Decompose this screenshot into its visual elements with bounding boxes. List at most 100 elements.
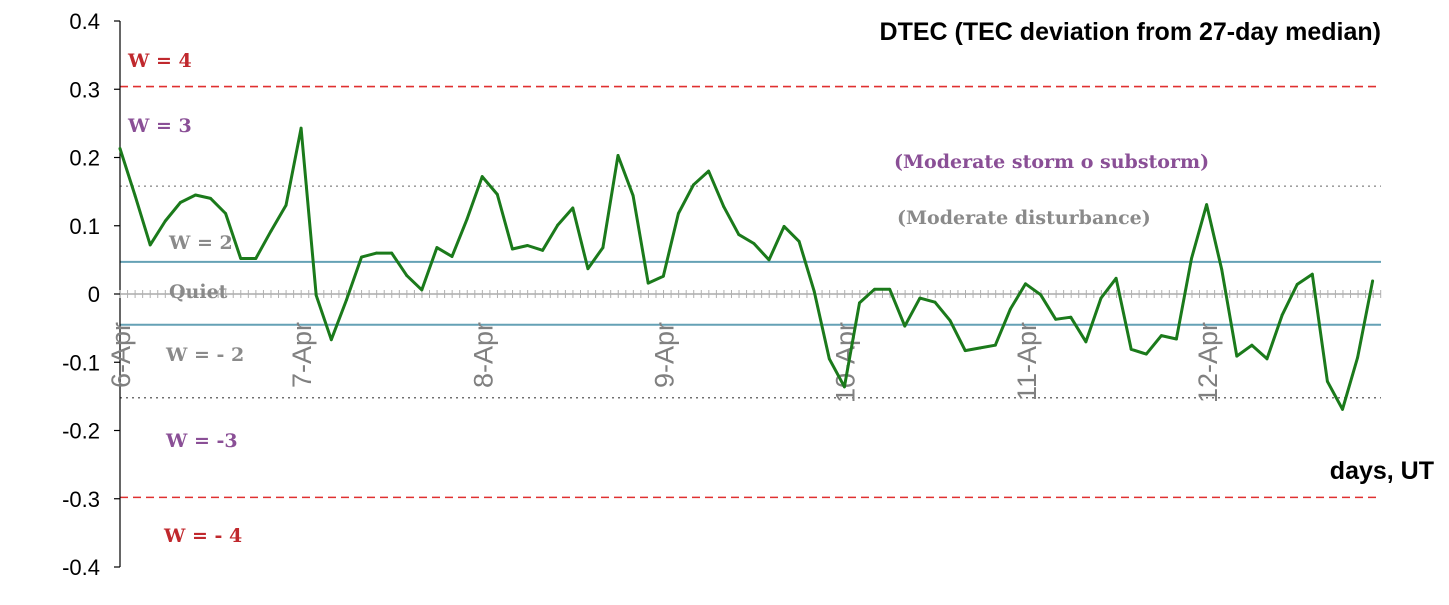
data-point xyxy=(1341,407,1344,411)
y-tick-label: 0.3 xyxy=(69,77,100,102)
series-line-dtec xyxy=(118,126,1375,411)
data-point xyxy=(178,201,182,204)
y-tick-label: 0.4 xyxy=(69,9,100,34)
data-point xyxy=(224,212,228,215)
x-tick-label: 7-Apr xyxy=(287,322,317,388)
annotation-w-minus-3: W = -3 xyxy=(165,430,238,452)
y-tick-label: -0.4 xyxy=(62,555,100,580)
data-point xyxy=(1084,340,1088,344)
data-point xyxy=(1356,356,1359,359)
y-tick-label: -0.1 xyxy=(62,350,100,375)
series-group xyxy=(118,126,1375,411)
x-tick-label: 9-Apr xyxy=(650,322,680,388)
data-point xyxy=(1205,203,1209,206)
data-point xyxy=(948,319,952,323)
data-point xyxy=(118,147,122,151)
data-point xyxy=(344,298,348,302)
data-point xyxy=(239,257,243,260)
data-point xyxy=(737,233,741,237)
annotation-w3: W = 3 xyxy=(127,115,192,137)
data-point xyxy=(390,251,394,255)
data-point xyxy=(722,205,726,209)
data-point xyxy=(1114,276,1118,280)
data-point xyxy=(1250,343,1254,347)
data-point xyxy=(993,343,997,347)
x-tick-label: 8-Apr xyxy=(468,322,498,388)
y-tick-labels: 0.4 0.3 0.2 0.1 0 -0.1 -0.2 -0.3 -0.4 xyxy=(62,9,120,580)
data-point xyxy=(194,193,197,197)
data-point xyxy=(752,242,756,245)
data-point xyxy=(903,324,907,328)
data-point xyxy=(1220,268,1224,271)
reference-lines xyxy=(120,85,1381,499)
data-point xyxy=(209,197,212,200)
data-point xyxy=(767,258,771,262)
data-point xyxy=(661,274,665,278)
data-point xyxy=(526,244,529,247)
data-point xyxy=(616,154,620,157)
data-point xyxy=(797,240,801,243)
data-point xyxy=(284,203,288,207)
data-point xyxy=(963,349,967,353)
data-point xyxy=(148,243,152,247)
y-tick-label: 0.2 xyxy=(69,146,100,171)
annotation-quiet: Quiet xyxy=(169,281,228,303)
y-tick-label: 0.1 xyxy=(69,214,100,239)
data-point xyxy=(631,194,635,198)
data-point xyxy=(978,346,982,350)
data-point xyxy=(827,357,831,361)
y-tick-label: 0 xyxy=(88,282,100,307)
data-point xyxy=(133,194,137,198)
data-point xyxy=(1054,317,1058,321)
data-point xyxy=(510,247,514,251)
x-tick-label: 10-Apr xyxy=(831,322,861,403)
annotation-moderate-storm: (Moderate storm o substorm) xyxy=(894,151,1209,173)
data-point xyxy=(480,175,484,179)
data-point xyxy=(314,293,318,297)
data-point xyxy=(918,296,922,300)
data-point xyxy=(450,255,454,258)
data-point xyxy=(420,288,424,292)
x-tick-label: 6-Apr xyxy=(106,322,136,388)
data-point xyxy=(405,274,409,277)
chart-title: DTEC (TEC deviation from 27-day median) xyxy=(880,18,1381,46)
data-point xyxy=(1325,379,1329,383)
data-point xyxy=(1039,293,1043,297)
data-point xyxy=(1310,272,1314,276)
annotation-moderate-disturbance: (Moderate disturbance) xyxy=(897,207,1151,229)
annotation-w-minus-2: W = - 2 xyxy=(165,344,244,366)
data-point xyxy=(329,338,333,342)
data-point xyxy=(360,255,363,259)
x-tick-label: 12-Apr xyxy=(1193,322,1223,403)
x-tick-labels: 6-Apr 7-Apr 8-Apr 9-Apr 10-Apr 11-Apr 12-Apr xyxy=(106,322,1223,403)
data-point xyxy=(254,257,258,260)
x-tick-label: 11-Apr xyxy=(1012,322,1042,401)
data-point xyxy=(601,246,605,249)
data-point xyxy=(586,267,590,271)
annotation-w-minus-4: W = - 4 xyxy=(163,525,242,547)
data-point xyxy=(677,212,680,215)
data-point xyxy=(1099,296,1103,300)
data-point xyxy=(299,126,303,130)
data-point xyxy=(812,289,816,293)
data-point xyxy=(556,223,560,227)
y-tick-label: -0.2 xyxy=(62,419,100,444)
y-tick-label: -0.3 xyxy=(62,487,100,512)
data-point xyxy=(692,183,695,187)
data-point xyxy=(1144,352,1148,356)
data-point xyxy=(933,300,937,304)
annotation-w2: W = 2 xyxy=(168,232,233,254)
data-point xyxy=(571,206,575,210)
data-point xyxy=(163,219,167,223)
data-point xyxy=(269,229,273,233)
data-point xyxy=(541,248,544,252)
data-point xyxy=(646,281,650,285)
data-point xyxy=(375,251,378,255)
data-point xyxy=(873,287,877,291)
data-point xyxy=(1009,307,1012,311)
data-point xyxy=(1159,334,1163,338)
data-point xyxy=(1190,257,1193,260)
data-point xyxy=(888,287,892,291)
